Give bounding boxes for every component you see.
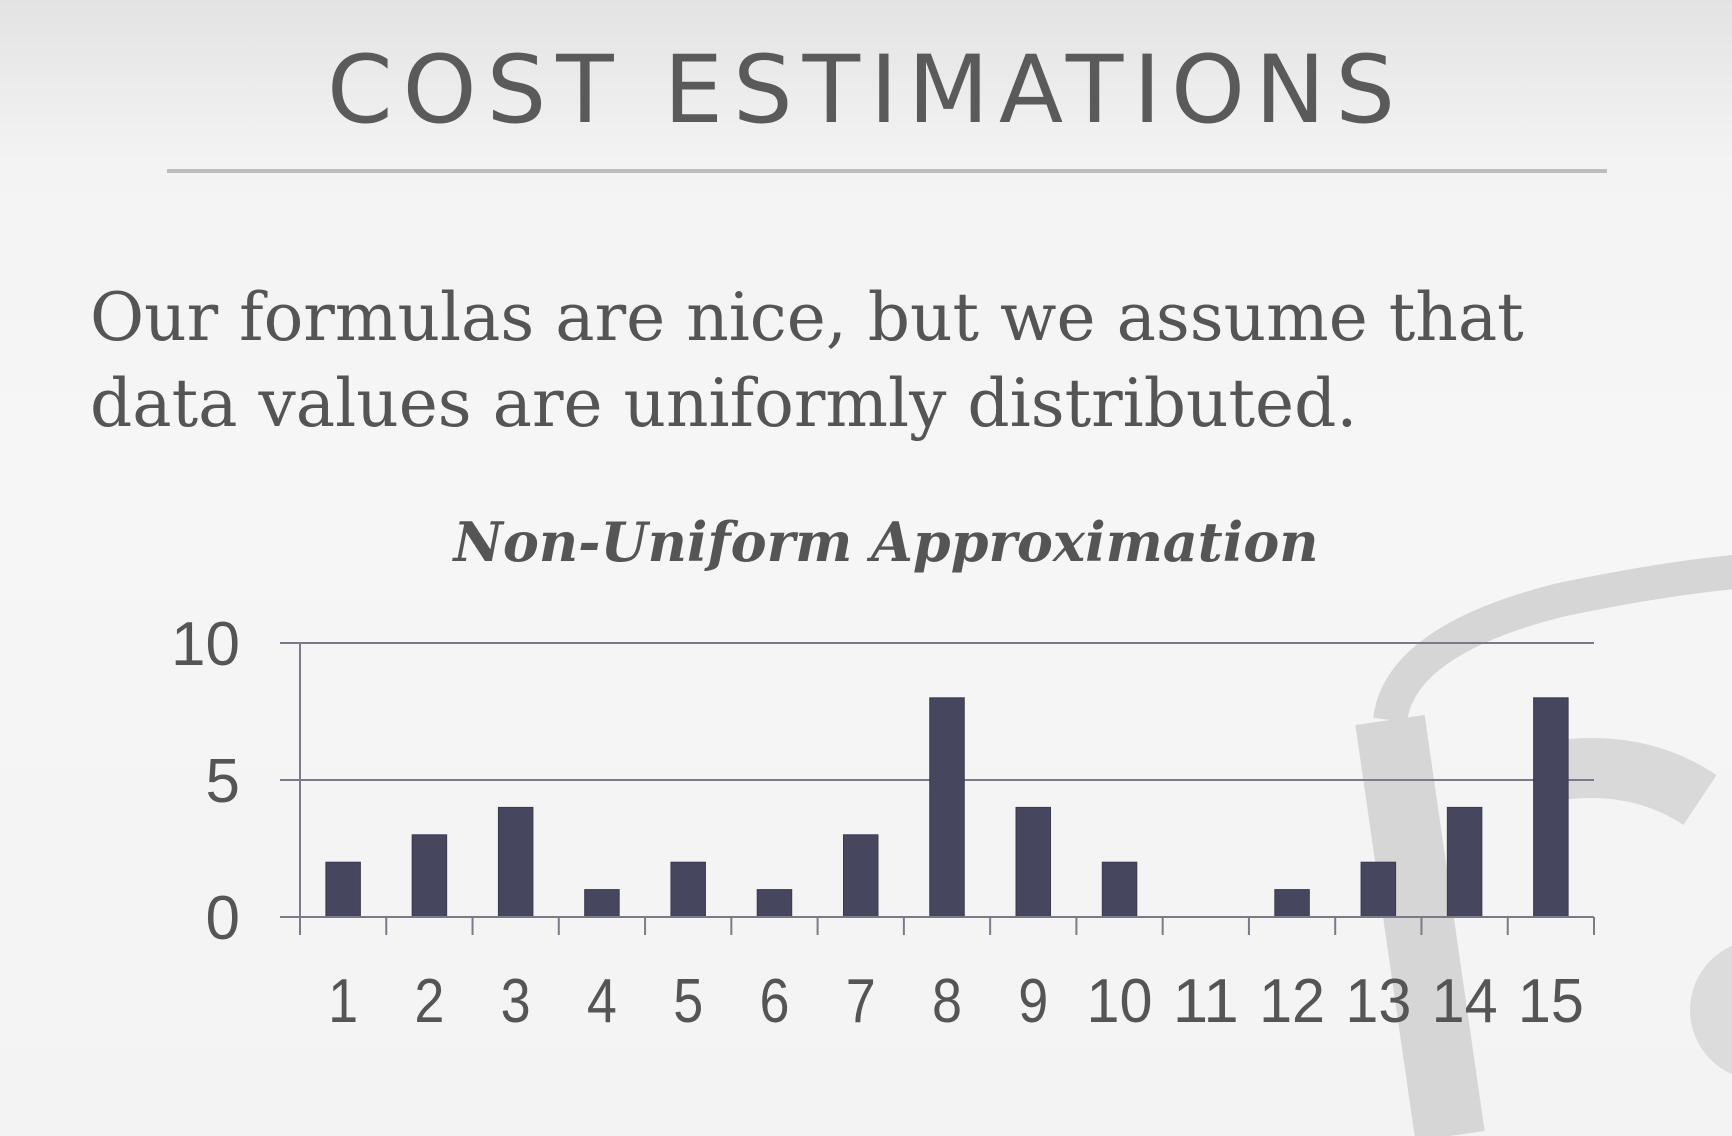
bar-12 — [1274, 889, 1310, 918]
bar-14 — [1446, 806, 1483, 918]
x-tick-label: 1 — [328, 967, 358, 1036]
x-tick-label: 5 — [673, 967, 703, 1036]
bar-10 — [1101, 861, 1138, 918]
bar-2 — [411, 834, 448, 918]
bar-13 — [1360, 861, 1397, 918]
x-tick-label: 11 — [1173, 967, 1239, 1036]
x-tick-label: 8 — [932, 967, 962, 1036]
x-tick-label: 10 — [1087, 967, 1153, 1036]
x-tick-label: 12 — [1259, 967, 1325, 1036]
bar-4 — [584, 889, 620, 918]
chart-title: Non-Uniform Approximation — [451, 510, 1318, 574]
title-divider — [167, 169, 1607, 173]
y-tick-label: 5 — [206, 747, 240, 816]
body-text: Our formulas are nice, but we assume tha… — [90, 279, 1524, 442]
x-tick-label: 9 — [1018, 967, 1048, 1036]
bar-9 — [1015, 806, 1052, 918]
x-tick-label: 14 — [1432, 967, 1498, 1036]
slide-title: COST ESTIMATIONS — [326, 36, 1405, 145]
x-tick-label: 2 — [414, 967, 444, 1036]
x-tick-label: 4 — [587, 967, 617, 1036]
bar-7 — [842, 834, 879, 918]
bar-15 — [1533, 697, 1569, 918]
y-tick-label: 10 — [171, 610, 240, 679]
x-tick-label: 15 — [1518, 967, 1584, 1036]
x-tick-label: 13 — [1345, 967, 1411, 1036]
bar-6 — [756, 889, 793, 918]
bar-8 — [929, 697, 965, 918]
bar-3 — [497, 806, 534, 918]
x-tick-label: 7 — [846, 967, 876, 1036]
bar-1 — [325, 861, 361, 918]
bar-5 — [670, 861, 706, 918]
x-tick-label: 6 — [759, 967, 789, 1036]
x-tick-label: 3 — [501, 967, 531, 1036]
y-tick-label: 0 — [206, 884, 240, 953]
